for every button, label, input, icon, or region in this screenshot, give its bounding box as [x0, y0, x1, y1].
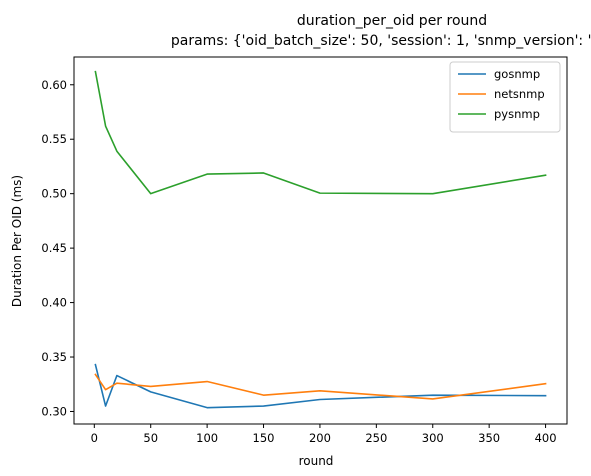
legend-label-pysnmp: pysnmp	[494, 107, 540, 121]
y-tick-label: 0.60	[41, 78, 67, 92]
legend-label-gosnmp: gosnmp	[494, 67, 540, 81]
x-tick-label: 250	[365, 431, 387, 445]
plot-frame	[73, 56, 568, 425]
x-tick-label: 350	[478, 431, 500, 445]
x-tick-label: 0	[91, 431, 98, 445]
y-axis-label: Duration Per OID (ms)	[10, 175, 24, 307]
series-line-pysnmp	[94, 70, 547, 195]
y-tick-label: 0.50	[41, 187, 67, 201]
y-tick-label: 0.55	[41, 132, 67, 146]
chart-subtitle: params: {'oid_batch_size': 50, 'session'…	[171, 33, 591, 49]
series-line-netsnmp	[94, 373, 547, 400]
x-axis-label: round	[299, 454, 334, 468]
legend: gosnmp netsnmp pysnmp	[449, 61, 561, 133]
series-layer	[94, 70, 547, 409]
legend-label-netsnmp: netsnmp	[494, 87, 545, 101]
x-tick-label: 200	[309, 431, 331, 445]
x-tick-label: 400	[535, 431, 557, 445]
x-tick-label: 150	[253, 431, 275, 445]
x-tick-label: 100	[196, 431, 218, 445]
x-tick-label: 300	[422, 431, 444, 445]
y-tick-label: 0.30	[41, 404, 67, 418]
y-tick-label: 0.35	[41, 350, 67, 364]
x-axis: 0 50 100 150 200 250 300 350 400	[91, 424, 557, 445]
x-tick-label: 50	[143, 431, 158, 445]
y-tick-label: 0.40	[41, 296, 67, 310]
chart-title: duration_per_oid per round	[297, 13, 487, 29]
y-tick-label: 0.45	[41, 241, 67, 255]
y-axis: 0.30 0.35 0.40 0.45 0.50 0.55 0.60	[41, 78, 74, 418]
